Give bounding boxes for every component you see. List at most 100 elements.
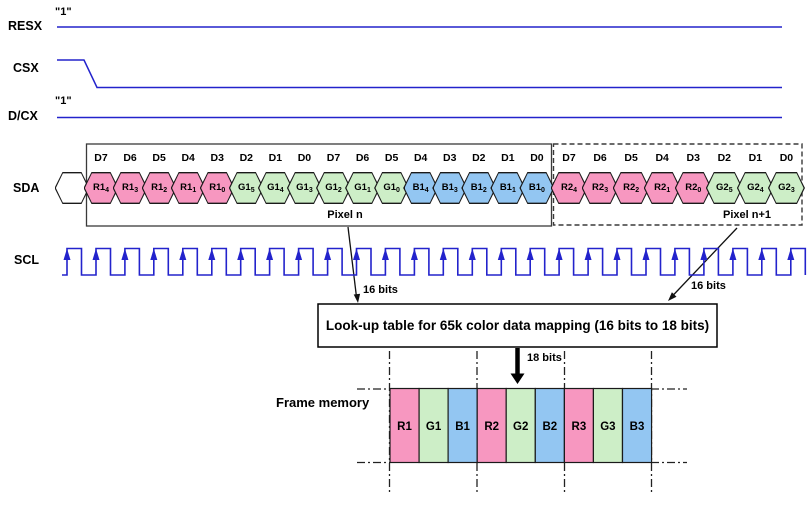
- pixel-n-arrow: [347, 226, 358, 298]
- sda-bit-label: G23: [778, 182, 795, 195]
- sda-bit-label: G10: [383, 182, 400, 195]
- sda-bit-hexagon: G11: [345, 172, 380, 204]
- sda-bit-position-label: D1: [501, 152, 515, 164]
- csx-waveform: [57, 59, 782, 89]
- sda-bit-position-label: D6: [355, 152, 370, 164]
- sda-bit-position-label: D6: [593, 152, 607, 164]
- sda-bit-label: G15: [238, 182, 255, 195]
- scl-waveform: [62, 247, 807, 276]
- frame-memory-cell: [563, 387, 595, 464]
- frame-memory-label: Frame memory: [276, 395, 370, 410]
- pixel-n1-arrowhead: [668, 292, 677, 301]
- pixel-n1-label: Pixel n+1: [722, 209, 771, 221]
- sda-bit-position-label: D7: [562, 152, 576, 164]
- sda-bit-hexagon: G25: [706, 172, 743, 204]
- sda-bit-hexagon: B12: [461, 172, 496, 204]
- signal-label-scl: SCL: [14, 253, 39, 267]
- sda-bit-position-label: D5: [384, 152, 399, 164]
- sda-bit-label: R24: [560, 182, 578, 195]
- frame-memory-cell-label: G3: [600, 421, 615, 433]
- sda-bit-label: R20: [685, 182, 702, 195]
- sda-bit-label: B14: [412, 182, 429, 195]
- sda-bit-label: G13: [296, 182, 313, 195]
- resx-level-annotation: "1": [55, 6, 72, 18]
- sda-bit-label: R23: [592, 182, 609, 195]
- sda-bit-label: R11: [180, 182, 197, 195]
- sda-bit-label: G11: [354, 182, 371, 195]
- signal-label-resx: RESX: [8, 19, 43, 33]
- sda-bit-hexagon: R23: [582, 172, 619, 204]
- frame-memory-cell: [418, 387, 449, 464]
- sda-bit-position-label: D0: [530, 152, 544, 164]
- sda-bit-hexagon: G24: [737, 172, 774, 204]
- pixel-n-arrowhead: [353, 293, 361, 303]
- sda-bit-hexagon: B13: [432, 172, 467, 204]
- sda-bit-label: R14: [92, 182, 110, 195]
- sda-bit-position-label: D2: [472, 152, 486, 164]
- signal-label-sda: SDA: [13, 181, 40, 195]
- sda-bit-position-label: D1: [748, 152, 763, 164]
- bits18-annotation: 18 bits: [527, 352, 562, 364]
- lut-box: [317, 303, 718, 348]
- lut-label: Look-up table for 65k color data mapping…: [325, 318, 710, 333]
- sda-bit-position-label: D3: [443, 152, 457, 164]
- frame-memory-cell: [592, 387, 624, 464]
- bits18-arrowhead: [510, 373, 525, 384]
- frame-memory-cell-label: G2: [513, 421, 528, 433]
- sda-bit-hexagon: G12: [316, 172, 351, 204]
- sda-bit-position-label: D3: [686, 152, 700, 164]
- frame-memory-cell: [447, 387, 478, 464]
- dcx-level-annotation: "1": [55, 95, 72, 107]
- sda-bit-label: R22: [623, 182, 640, 195]
- frame-memory-cell: [505, 387, 536, 464]
- frame-memory-cell-label: R2: [484, 421, 499, 433]
- sda-bit-position-label: D2: [239, 152, 254, 164]
- frame-memory-cell-label: B3: [630, 421, 645, 433]
- signal-label-dcx: D/CX: [8, 109, 38, 123]
- sda-bit-label: B10: [528, 182, 545, 195]
- sda-bit-hexagon: B10: [519, 172, 554, 204]
- frame-memory-cell-label: B2: [542, 421, 557, 433]
- sda-bit-hexagon: R22: [613, 172, 650, 204]
- frame-memory-cell-label: G1: [426, 421, 442, 433]
- sda-bit-label: R12: [151, 182, 168, 195]
- sda-bit-position-label: D1: [268, 152, 283, 164]
- bits16-right-annotation: 16 bits: [691, 280, 726, 292]
- sda-bit-position-label: D2: [717, 152, 732, 164]
- sda-bit-position-label: D4: [413, 152, 428, 164]
- sda-bit-hexagon: R12: [142, 172, 177, 204]
- sda-bit-position-label: D5: [624, 152, 638, 164]
- sda-bit-hexagon: R13: [113, 172, 148, 204]
- sda-bit-position-label: D0: [779, 152, 794, 164]
- sda-bit-hexagon: G10: [374, 172, 409, 204]
- sda-bit-hexagon: G13: [287, 172, 322, 204]
- frame-memory-cell: [534, 387, 565, 464]
- sda-bit-position-label: D6: [123, 152, 137, 164]
- sda-bit-position-label: D4: [181, 152, 195, 164]
- sda-start-hexagon: [55, 172, 90, 204]
- signal-label-csx: CSX: [13, 61, 39, 75]
- sda-bit-label: R13: [122, 182, 139, 195]
- sda-bit-label: B12: [470, 182, 487, 195]
- sda-bit-position-label: D7: [94, 152, 108, 164]
- sda-bit-hexagon: R20: [675, 172, 712, 204]
- frame-memory-cell: [389, 387, 420, 464]
- frame-memory-cell-label: B1: [455, 421, 470, 433]
- sda-bit-hexagon: G23: [768, 172, 805, 204]
- sda-bit-label: B13: [441, 182, 458, 195]
- sda-bit-label: G24: [747, 182, 764, 195]
- bits16-left-annotation: 16 bits: [363, 284, 398, 296]
- frame-memory-cell: [621, 387, 653, 464]
- sda-bit-hexagon: R21: [644, 172, 681, 204]
- sda-bit-label: G14: [267, 182, 284, 195]
- sda-bit-label: G12: [325, 182, 342, 195]
- sda-bit-hexagon: R24: [551, 172, 588, 204]
- sda-bit-label: R10: [209, 182, 226, 195]
- pixel-n-label: Pixel n: [327, 209, 363, 221]
- sda-bit-position-label: D4: [655, 152, 669, 164]
- sda-bit-hexagon: G14: [258, 172, 293, 204]
- sda-bit-position-label: D0: [297, 152, 312, 164]
- sda-bit-label: G25: [716, 182, 733, 195]
- frame-memory-cell-label: R1: [397, 421, 412, 433]
